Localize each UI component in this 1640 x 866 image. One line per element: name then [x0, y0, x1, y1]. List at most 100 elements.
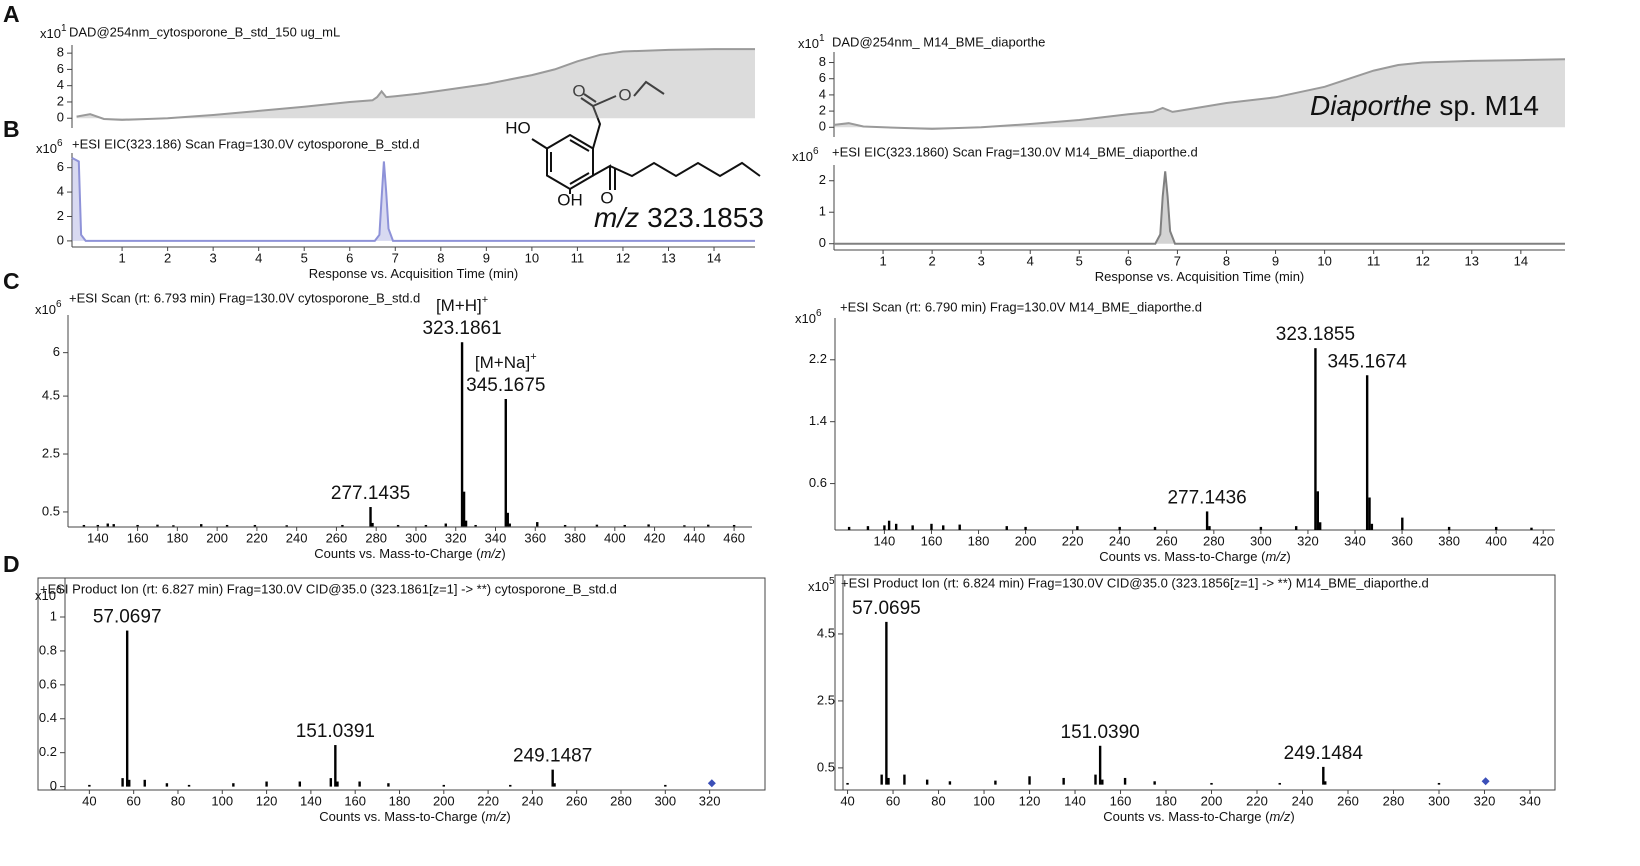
- scale-exponent: 5: [829, 576, 835, 587]
- peak: [442, 784, 445, 787]
- x-tick-label: 6: [346, 250, 353, 265]
- chart-title: +ESI Product Ion (rt: 6.824 min) Frag=13…: [841, 575, 1429, 590]
- trace: [76, 48, 755, 121]
- peak: [1370, 523, 1374, 530]
- y-tick-label: 2: [57, 93, 64, 108]
- y-tick-label: 0: [57, 232, 64, 247]
- peak: [509, 784, 512, 787]
- peak: [551, 769, 554, 787]
- peak: [595, 524, 599, 527]
- peak: [1324, 781, 1327, 785]
- peak: [125, 630, 129, 787]
- adduct-label: [M+Na]+: [475, 351, 537, 373]
- peak: [462, 491, 466, 527]
- x-tick-label: 280: [610, 793, 632, 808]
- y-tick-label: 6: [53, 344, 60, 359]
- peak: [128, 779, 131, 787]
- x-tick-label: 280: [1203, 533, 1225, 548]
- peak-label: 57.0695: [852, 598, 921, 619]
- peak: [1318, 522, 1322, 530]
- x-tick-label: 380: [564, 530, 586, 545]
- peak: [232, 783, 235, 787]
- x-tick-label: 360: [1391, 533, 1413, 548]
- peak: [664, 784, 667, 787]
- peak: [424, 524, 428, 527]
- peak: [96, 524, 100, 527]
- x-tick-label: 440: [683, 530, 705, 545]
- x-axis-label: Counts vs. Mass-to-Charge (m/z): [1099, 549, 1290, 564]
- peak: [1094, 774, 1097, 785]
- peak: [911, 525, 914, 530]
- scale-exponent: 6: [57, 138, 63, 149]
- peak: [506, 512, 509, 527]
- x-axis-label-text: Counts vs. Mass-to-Charge (: [1103, 809, 1270, 824]
- peak: [1322, 766, 1325, 785]
- peak: [536, 522, 539, 527]
- adduct-text: [M+H]: [436, 297, 482, 316]
- y-tick-label: 0: [50, 778, 57, 793]
- annotation: m/z 323.1853: [594, 202, 764, 233]
- bond: [531, 138, 548, 150]
- peak: [369, 507, 372, 527]
- y-tick-label: 4: [57, 184, 64, 199]
- y-tick-label: 4.5: [42, 388, 60, 403]
- x-tick-label: 120: [1019, 793, 1041, 808]
- plot-frame: [834, 574, 1556, 791]
- peak: [1278, 782, 1281, 785]
- peak-label: 57.0697: [93, 607, 162, 628]
- x-tick-label: 8: [437, 250, 444, 265]
- ethyl: [633, 80, 665, 97]
- y-tick-label: 2.5: [42, 445, 60, 460]
- x-tick-label: 260: [326, 530, 348, 545]
- x-axis-label-text: Response vs. Acquisition Time (min): [1095, 269, 1305, 284]
- y-tick-label: 0: [819, 119, 826, 134]
- x-tick-label: 160: [1110, 793, 1132, 808]
- x-tick-label: 120: [256, 793, 278, 808]
- scale-label: x106: [795, 308, 822, 327]
- panel-label: A: [3, 1, 20, 27]
- x-axis-label-text: Counts vs. Mass-to-Charge (: [314, 546, 481, 561]
- peak: [1028, 776, 1031, 785]
- peak-label: 277.1435: [331, 483, 410, 504]
- x-axis-label-italic: m/z: [480, 546, 501, 561]
- benzene-ring: [546, 133, 594, 191]
- peak: [285, 525, 288, 527]
- peak: [647, 524, 650, 527]
- scale-exponent: 1: [819, 33, 825, 44]
- x-tick-label: 200: [433, 793, 455, 808]
- peak: [948, 781, 952, 785]
- x-tick-label: 220: [477, 793, 499, 808]
- trace: [71, 157, 755, 242]
- peak: [156, 524, 159, 527]
- x-tick-label: 13: [1465, 253, 1479, 268]
- x-tick-label: 280: [1383, 793, 1405, 808]
- scale-exponent: 1: [61, 23, 67, 34]
- panel-label: B: [3, 116, 20, 142]
- peak: [1153, 781, 1156, 785]
- peak: [1316, 491, 1319, 530]
- y-tick-label: 0.6: [39, 676, 57, 691]
- peak: [474, 524, 477, 527]
- peak-label: 151.0390: [1061, 722, 1140, 743]
- x-tick-label: 160: [344, 793, 366, 808]
- x-tick-label: 6: [1125, 253, 1132, 268]
- y-tick-label: 1.4: [809, 413, 827, 428]
- peak: [1208, 526, 1211, 530]
- x-tick-label: 260: [566, 793, 588, 808]
- x-tick-label: 1: [118, 250, 125, 265]
- x-tick-label: 220: [1062, 533, 1084, 548]
- x-tick-label: 420: [1532, 533, 1554, 548]
- alkyl-chain: [609, 161, 761, 178]
- x-tick-label: 240: [1109, 533, 1131, 548]
- scale-base: x10: [35, 588, 56, 603]
- chart-title: +ESI Scan (rt: 6.793 min) Frag=130.0V cy…: [69, 290, 420, 305]
- peak: [846, 782, 849, 785]
- x-tick-label: 12: [1415, 253, 1429, 268]
- peak-label: 249.1487: [513, 746, 592, 767]
- peak: [1259, 526, 1263, 530]
- x-tick-label: 5: [1076, 253, 1083, 268]
- peak: [1294, 526, 1298, 530]
- peak: [1365, 375, 1369, 530]
- scale-exponent: 6: [56, 299, 62, 310]
